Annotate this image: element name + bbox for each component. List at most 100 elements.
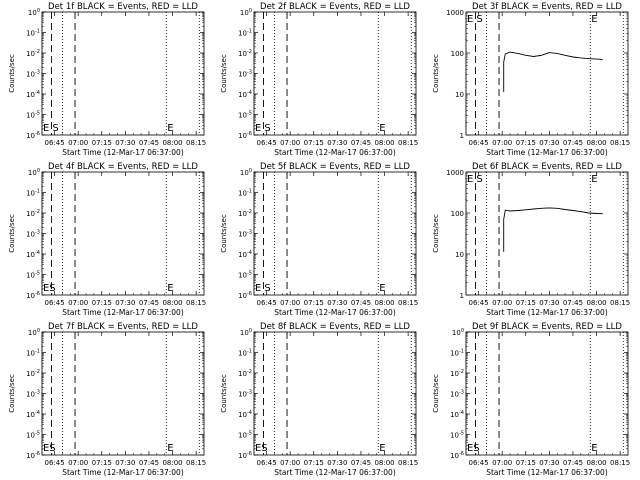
y-tick-label: 10 (455, 251, 464, 259)
y-axis-label: Counts/sec (8, 214, 16, 253)
x-tick-label: 07:00 (492, 459, 512, 467)
x-tick-label: 06:45 (44, 459, 64, 467)
y-axis-label: Counts/sec (220, 54, 228, 93)
y-tick-label: 10-3 (238, 230, 252, 239)
y-tick-label: 10-5 (26, 431, 40, 440)
y-tick-label: 10-4 (26, 90, 40, 99)
y-tick-label: 10-2 (238, 369, 252, 378)
x-tick-label: 06:45 (468, 299, 488, 307)
marker-label-s: S (473, 443, 479, 454)
y-tick-label: 1 (460, 292, 464, 300)
marker-label-s: S (264, 123, 270, 134)
x-tick-label: 08:15 (610, 299, 630, 307)
y-tick-label: 100 (28, 168, 40, 177)
y-tick-label: 1000 (446, 169, 464, 177)
x-tick-label: 07:15 (92, 459, 112, 467)
marker-label-s: S (476, 174, 482, 185)
marker-label-e: E (467, 174, 473, 185)
marker-label-e: E (379, 123, 385, 134)
y-tick-label: 10-4 (238, 250, 252, 259)
marker-label-e: E (255, 443, 261, 454)
x-tick-label: 07:30 (115, 299, 135, 307)
x-tick-label: 07:15 (516, 139, 536, 147)
chart-title: Det 5f BLACK = Events, RED = LLD (260, 162, 410, 172)
y-tick-label: 10-1 (26, 349, 40, 358)
y-tick-label: 10-5 (238, 111, 252, 120)
chart-panel-6: Det 6f BLACK = Events, RED = LLD 1 10 100 10… (432, 162, 630, 317)
marker-label-e: E (167, 283, 173, 294)
y-tick-label: 10-6 (238, 291, 252, 300)
chart-panel-1: Det 1f BLACK = Events, RED = LLD 10-6 10-5… (8, 2, 206, 157)
marker-label-e: E (379, 283, 385, 294)
y-tick-label: 100 (240, 168, 252, 177)
marker-label-s: S (49, 283, 55, 294)
y-tick-label: 10-6 (238, 451, 252, 460)
marker-label-e: E (379, 443, 385, 454)
x-tick-label: 07:15 (516, 299, 536, 307)
marker-label-s: S (49, 443, 55, 454)
x-tick-label: 08:15 (398, 299, 418, 307)
y-tick-label: 100 (240, 328, 252, 337)
y-tick-label: 10-5 (26, 111, 40, 120)
chart-title: Det 7f BLACK = Events, RED = LLD (48, 322, 198, 332)
x-tick-label: 08:15 (186, 139, 206, 147)
y-tick-label: 10-2 (26, 209, 40, 218)
y-tick-label: 10-5 (238, 431, 252, 440)
y-tick-label: 100 (451, 50, 464, 58)
y-tick-label: 10-6 (450, 451, 464, 460)
chart-panel-5: Det 5f BLACK = Events, RED = LLD 10-6 10-5… (220, 162, 418, 317)
x-tick-label: 07:00 (68, 459, 88, 467)
y-tick-label: 10-3 (450, 390, 464, 399)
x-tick-label: 08:00 (374, 139, 394, 147)
x-tick-label: 08:15 (186, 299, 206, 307)
y-tick-label: 10-6 (26, 291, 40, 300)
marker-label-e: E (467, 443, 473, 454)
x-tick-label: 08:00 (586, 139, 606, 147)
plot-frame (41, 331, 205, 456)
y-tick-label: 10-2 (238, 49, 252, 58)
x-tick-label: 07:00 (280, 139, 300, 147)
x-tick-label: 07:45 (351, 459, 371, 467)
x-tick-label: 06:45 (44, 299, 64, 307)
x-tick-label: 07:30 (327, 459, 347, 467)
x-tick-label: 08:00 (162, 459, 182, 467)
x-axis-label: Start Time (12-Mar-17 06:37:00) (274, 468, 396, 477)
y-tick-label: 10-1 (238, 349, 252, 358)
x-tick-label: 07:15 (92, 299, 112, 307)
x-tick-label: 06:45 (468, 459, 488, 467)
marker-label-e: E (591, 174, 597, 185)
x-tick-label: 08:00 (586, 459, 606, 467)
x-axis-label: Start Time (12-Mar-17 06:37:00) (486, 468, 608, 477)
x-tick-label: 06:45 (256, 459, 276, 467)
x-tick-label: 08:00 (374, 459, 394, 467)
marker-label-s: S (261, 443, 267, 454)
chart-title: Det 6f BLACK = Events, RED = LLD (472, 162, 622, 172)
plot-frame (253, 331, 417, 456)
x-tick-label: 08:00 (586, 299, 606, 307)
chart-title: Det 2f BLACK = Events, RED = LLD (260, 2, 410, 12)
y-axis-label: Counts/sec (8, 54, 16, 93)
y-tick-label: 10-2 (238, 209, 252, 218)
plot-frame (41, 11, 205, 136)
y-tick-label: 10-2 (450, 369, 464, 378)
x-tick-label: 07:00 (492, 299, 512, 307)
y-tick-label: 10-1 (450, 349, 464, 358)
y-axis-label: Counts/sec (432, 54, 440, 93)
x-tick-label: 08:15 (610, 459, 630, 467)
x-tick-label: 08:15 (186, 459, 206, 467)
y-tick-label: 10-1 (26, 189, 40, 198)
chart-title: Det 3f BLACK = Events, RED = LLD (472, 2, 622, 12)
y-tick-label: 100 (28, 328, 40, 337)
y-tick-label: 10-2 (26, 49, 40, 58)
chart-panel-4: Det 4f BLACK = Events, RED = LLD 10-6 10-5… (8, 162, 206, 317)
marker-label-e: E (255, 283, 261, 294)
x-tick-label: 08:15 (610, 139, 630, 147)
x-axis-label: Start Time (12-Mar-17 06:37:00) (274, 148, 396, 157)
chart-panel-8: Det 8f BLACK = Events, RED = LLD 10-6 10-5… (220, 322, 418, 477)
marker-label-e: E (43, 123, 49, 134)
marker-label-e: E (43, 443, 49, 454)
x-tick-label: 07:45 (563, 299, 583, 307)
y-tick-label: 10-4 (26, 410, 40, 419)
y-tick-label: 10-3 (26, 230, 40, 239)
